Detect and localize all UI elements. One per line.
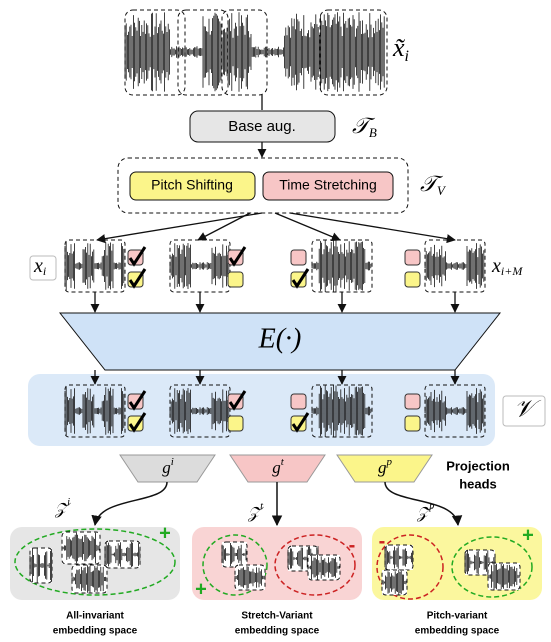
- tv-label: 𝒯V: [420, 171, 447, 198]
- space-label: Pitch-variant: [427, 611, 488, 622]
- decorations: [30, 10, 520, 595]
- sign: -: [379, 530, 386, 552]
- heads-label: Projection: [446, 458, 510, 473]
- input-label: x̃i: [392, 33, 409, 65]
- superscript: t: [260, 501, 263, 512]
- sign: +: [195, 578, 207, 600]
- space-label: embedding space: [53, 626, 138, 637]
- checkbox: [291, 394, 306, 409]
- encoder-label: E(·): [258, 323, 302, 354]
- heads-label: heads: [459, 476, 497, 491]
- arrow: [275, 213, 340, 240]
- symbol: x: [491, 255, 501, 277]
- symbol: g: [272, 458, 281, 477]
- zp-label: 𝒵p: [416, 501, 434, 521]
- waveform: [125, 12, 384, 92]
- checkbox: [405, 416, 420, 431]
- arrow: [290, 213, 455, 240]
- checkbox: [228, 272, 243, 287]
- sign: -: [349, 534, 356, 556]
- space-label: embedding space: [415, 626, 500, 637]
- space-label: All-invariant: [66, 611, 124, 622]
- checkbox: [405, 272, 420, 287]
- sign: +: [522, 524, 534, 546]
- zi-label: 𝒵i: [54, 497, 71, 517]
- superscript: i: [67, 497, 70, 508]
- symbol: g: [162, 458, 171, 477]
- diagram: x̃i Base aug. 𝒯B Pitch Shifting Time Str…: [0, 0, 551, 642]
- xim-label: xi+M: [491, 255, 523, 278]
- arrow: [95, 482, 167, 525]
- subscript: i+M: [501, 264, 523, 278]
- checkbox: [405, 394, 420, 409]
- superscript: p: [386, 456, 393, 468]
- checkbox: [405, 250, 420, 265]
- tb-label: 𝒯B: [352, 113, 377, 140]
- waveform: [312, 240, 371, 292]
- subscript: i: [405, 48, 409, 65]
- subscript: V: [437, 183, 447, 198]
- pitch-label: Pitch Shifting: [151, 177, 233, 193]
- branch-arrows: [97, 213, 455, 240]
- superscript: i: [171, 456, 174, 468]
- superscript: p: [428, 501, 434, 512]
- symbol: g: [378, 458, 387, 477]
- sign: +: [159, 522, 171, 544]
- zt-label: 𝒵t: [247, 501, 264, 521]
- base-aug-label: Base aug.: [228, 118, 296, 135]
- symbol: x: [33, 255, 43, 277]
- waveform: [425, 243, 484, 289]
- checkbox: [291, 250, 306, 265]
- waveform: [170, 243, 229, 289]
- subscript: i: [43, 264, 46, 278]
- space-label: Stretch-Variant: [241, 611, 313, 622]
- checkbox: [228, 416, 243, 431]
- subscript: B: [369, 125, 377, 140]
- head-arrows: [95, 482, 458, 525]
- space-label: embedding space: [235, 626, 320, 637]
- waveform: [65, 242, 124, 291]
- stretch-label: Time Stretching: [279, 177, 377, 193]
- arrow: [198, 213, 250, 240]
- arrow: [97, 213, 262, 240]
